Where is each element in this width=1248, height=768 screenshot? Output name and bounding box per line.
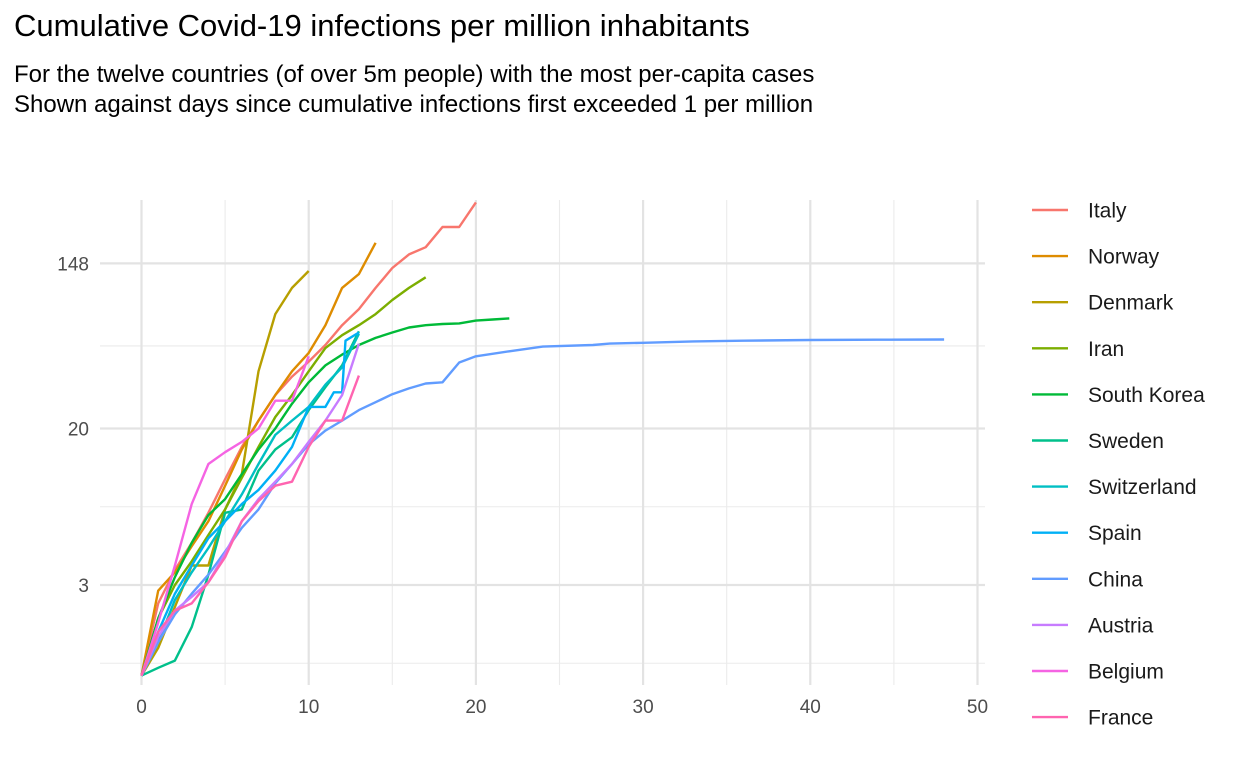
x-tick-label: 40 — [800, 697, 821, 718]
series-line-iran — [140, 276, 427, 676]
legend-label-south-korea: South Korea — [1088, 384, 1205, 407]
subtitle-line-2: Shown against days since cumulative infe… — [14, 91, 814, 118]
x-tick-label: 10 — [298, 697, 319, 718]
legend-label-italy: Italy — [1088, 200, 1127, 223]
x-tick-label: 0 — [136, 697, 147, 718]
series-line-spain — [140, 331, 360, 677]
subtitle-line-1: For the twelve countries (of over 5m peo… — [14, 61, 815, 88]
x-tick-label: 30 — [633, 697, 654, 718]
chart-subtitle: For the twelve countries (of over 5m peo… — [14, 60, 814, 120]
legend-label-denmark: Denmark — [1088, 292, 1174, 315]
series-line-belgium — [140, 355, 310, 676]
y-tick-label: 148 — [57, 254, 89, 275]
legend-label-norway: Norway — [1088, 246, 1160, 269]
legend-label-austria: Austria — [1088, 614, 1154, 637]
legend-label-switzerland: Switzerland — [1088, 476, 1197, 499]
series-lines — [140, 201, 945, 677]
axis-tick-labels: 0 10 20 30 40 50 3 20 148 — [57, 254, 988, 718]
series-line-south-korea — [140, 317, 510, 676]
x-tick-label: 50 — [967, 697, 988, 718]
series-line-france — [140, 375, 361, 677]
series-line-sweden — [140, 330, 360, 677]
grid-lines — [100, 200, 985, 685]
chart-title: Cumulative Covid-19 infections per milli… — [14, 8, 750, 43]
legend-label-france: France — [1088, 707, 1153, 730]
plot-panel — [100, 200, 985, 685]
y-tick-label: 3 — [78, 576, 89, 597]
legend-label-spain: Spain — [1088, 522, 1142, 545]
series-line-switzerland — [140, 333, 360, 677]
y-tick-label: 20 — [68, 420, 89, 441]
legend-label-belgium: Belgium — [1088, 661, 1164, 684]
legend-label-sweden: Sweden — [1088, 430, 1164, 453]
legend: Italy Norway Denmark Iran South Korea Sweden S… — [1032, 200, 1205, 730]
legend-label-china: China — [1088, 568, 1143, 591]
legend-label-iran: Iran — [1088, 338, 1124, 361]
x-tick-label: 20 — [465, 697, 486, 718]
